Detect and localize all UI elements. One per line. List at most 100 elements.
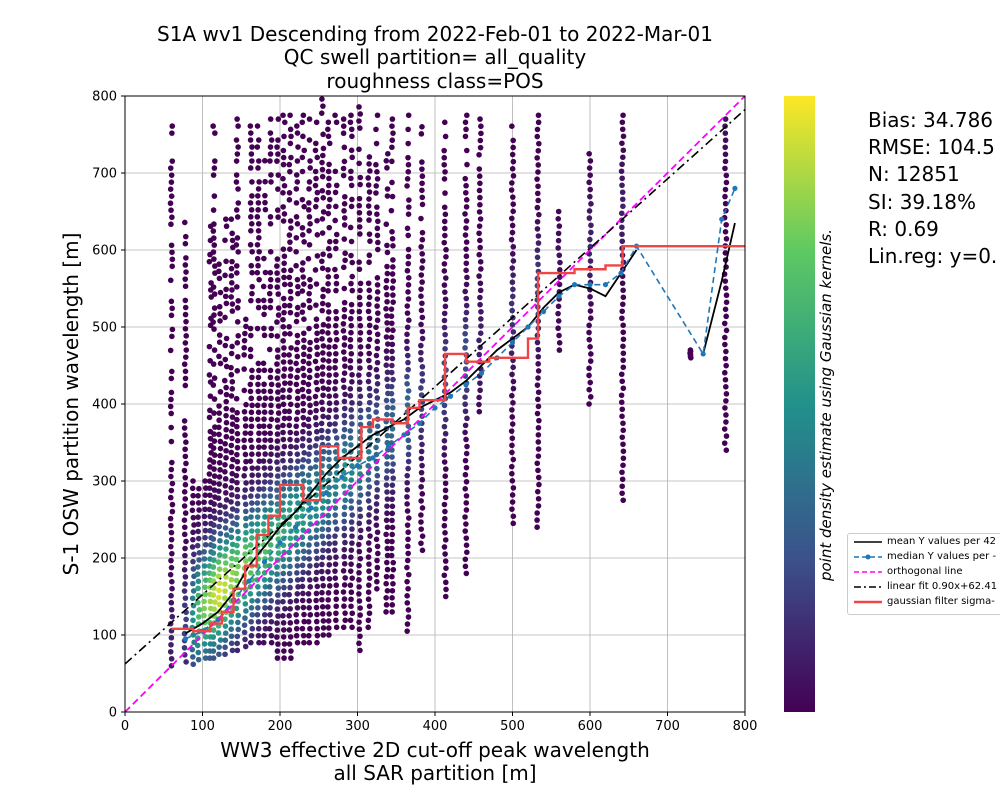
scatter-point	[383, 277, 390, 284]
scatter-point	[374, 168, 380, 175]
scatter-point	[281, 584, 287, 591]
scatter-point	[234, 409, 240, 416]
scatter-point	[183, 538, 189, 545]
scatter-point	[234, 479, 240, 486]
scatter-point	[255, 158, 262, 164]
scatter-point	[326, 400, 333, 407]
scatter-point	[341, 560, 348, 567]
scatter-point	[619, 406, 626, 413]
scatter-point	[281, 345, 287, 351]
scatter-point	[222, 356, 229, 363]
scatter-point	[477, 259, 484, 265]
scatter-point	[234, 493, 241, 500]
scatter-point	[619, 280, 626, 287]
scatter-point	[332, 357, 339, 364]
median-marker	[478, 370, 485, 376]
scatter-point	[373, 366, 380, 373]
legend-label-mean: mean Y values per 42	[887, 536, 997, 547]
scatter-point	[312, 182, 319, 189]
scatter-point	[235, 249, 241, 255]
scatter-point	[722, 158, 729, 165]
scatter-point	[299, 534, 306, 541]
scatter-point	[555, 237, 562, 244]
scatter-point	[287, 598, 294, 605]
scatter-point	[182, 240, 189, 247]
scatter-point	[286, 302, 293, 309]
scatter-point	[619, 161, 625, 168]
scatter-point	[388, 207, 395, 214]
scatter-point	[247, 123, 254, 129]
scatter-point	[723, 172, 730, 179]
scatter-point	[388, 320, 395, 327]
scatter-point	[535, 375, 541, 381]
scatter-point	[419, 173, 426, 180]
scatter-point	[211, 312, 217, 318]
scatter-point	[366, 231, 373, 237]
scatter-point	[293, 172, 300, 178]
scatter-point	[326, 583, 333, 589]
scatter-point	[366, 484, 373, 490]
scatter-point	[462, 133, 469, 140]
scatter-point	[286, 161, 293, 168]
scatter-point	[325, 386, 332, 392]
scatter-point	[588, 222, 594, 229]
scatter-point	[300, 302, 307, 308]
scatter-point	[314, 154, 321, 161]
scatter-point	[320, 131, 326, 138]
scatter-point	[313, 379, 320, 386]
scatter-point	[281, 493, 287, 499]
scatter-point	[215, 630, 222, 636]
scatter-point	[341, 553, 347, 560]
scatter-point	[235, 200, 242, 206]
scatter-point	[307, 158, 313, 164]
scatter-point	[181, 531, 188, 538]
scatter-point	[418, 498, 424, 504]
scatter-point	[418, 215, 424, 222]
scatter-point	[342, 440, 348, 447]
scatter-point	[462, 119, 469, 126]
scatter-point	[389, 348, 395, 355]
scatter-point	[619, 175, 625, 182]
scatter-point	[210, 382, 217, 388]
scatter-point	[241, 622, 248, 629]
scatter-point	[373, 402, 380, 408]
series-line	[171, 244, 745, 633]
scatter-point	[588, 229, 594, 236]
scatter-point	[383, 573, 390, 580]
scatter-point	[418, 272, 425, 278]
scatter-point	[365, 589, 372, 595]
scatter-point	[222, 525, 229, 531]
scatter-point	[723, 433, 730, 439]
scatter-point	[301, 639, 307, 646]
scatter-point	[463, 450, 470, 457]
scatter-point	[509, 477, 516, 484]
scatter-point	[619, 378, 626, 385]
scatter-point	[281, 253, 288, 260]
scatter-point	[348, 603, 354, 610]
scatter-point	[228, 371, 235, 378]
scatter-point	[325, 273, 332, 280]
scatter-point	[508, 187, 515, 193]
scatter-point	[235, 123, 241, 129]
scatter-point	[348, 315, 354, 322]
scatter-point	[281, 464, 288, 471]
scatter-point	[228, 527, 235, 534]
scatter-point	[442, 338, 449, 345]
scatter-point	[288, 648, 294, 654]
scatter-point	[286, 641, 293, 647]
scatter-point	[202, 577, 209, 583]
scatter-point	[280, 613, 286, 619]
scatter-point	[287, 246, 293, 252]
scatter-point	[349, 512, 356, 518]
scatter-point	[216, 580, 223, 587]
scatter-point	[299, 464, 306, 470]
scatter-point	[535, 368, 542, 374]
scatter-point	[326, 344, 332, 350]
scatter-point	[247, 241, 254, 248]
scatter-point	[389, 179, 395, 186]
scatter-point	[326, 561, 333, 568]
scatter-point	[722, 193, 728, 200]
scatter-point	[243, 480, 249, 486]
scatter-point	[390, 404, 396, 411]
scatter-point	[333, 336, 340, 343]
